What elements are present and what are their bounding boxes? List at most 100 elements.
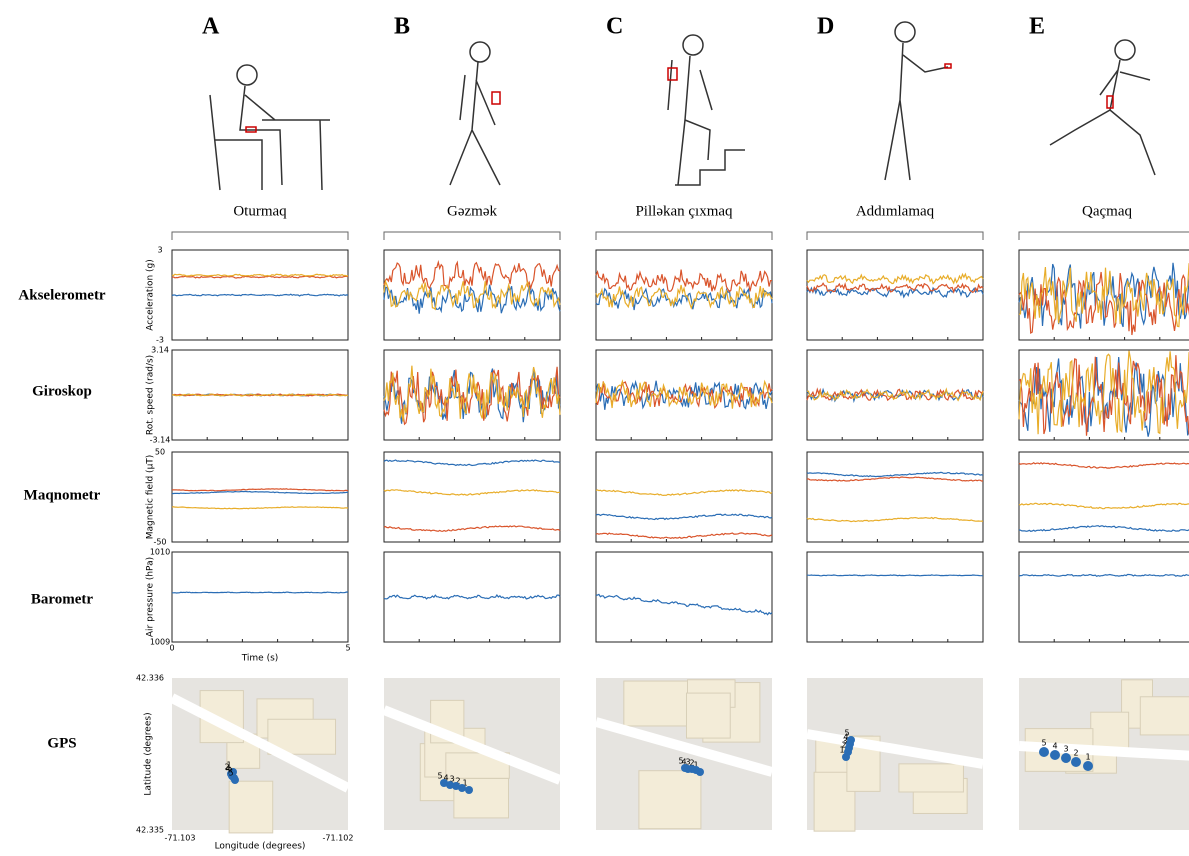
gps-point-label: 1: [693, 761, 698, 770]
row-label: Akselerometr: [18, 287, 106, 303]
signal-line: [806, 387, 984, 402]
signal-line: [595, 379, 773, 409]
gps-point: [465, 786, 473, 794]
map-building: [228, 780, 274, 834]
signal-line: [1018, 350, 1189, 435]
signal-line: [595, 489, 773, 497]
signal-line: [1018, 263, 1189, 328]
running-figure: [1049, 39, 1156, 176]
plot-frame: [171, 451, 349, 543]
signal-line: [171, 275, 349, 279]
x-axis-label: Longitude (degrees): [215, 842, 306, 852]
plot-frame: [1018, 451, 1189, 543]
gps-point: [452, 782, 460, 790]
gps-point-label: 3: [227, 767, 232, 776]
signal-line: [806, 282, 984, 294]
gps-point-label: 3: [685, 758, 690, 767]
x-tick-label: -71.103: [165, 834, 196, 843]
signal-line: [1018, 461, 1189, 469]
activity-name: Pilləkan çıxmaq: [635, 203, 733, 219]
y-axis-label: Rot. speed (rad/s): [146, 355, 156, 435]
gps-point-label: 4: [443, 774, 448, 783]
plot-frame: [595, 349, 773, 441]
activity-name: Addımlamaq: [856, 203, 935, 219]
row-label: Barometr: [31, 591, 94, 607]
gps-point-label: 4: [681, 758, 686, 767]
signal-line: [595, 593, 773, 616]
y-tick-label: 42.335: [136, 826, 164, 835]
signal-line: [172, 591, 349, 594]
plot-frame: [595, 451, 773, 543]
gps-point-label: 2: [841, 741, 846, 750]
y-tick-label: 1010: [150, 548, 170, 557]
gps-point: [681, 764, 689, 772]
column-letter: E: [1029, 14, 1045, 40]
bracket: [806, 231, 984, 240]
gps-point-label: 4: [843, 733, 848, 742]
row-label: Maqnometr: [24, 487, 101, 503]
gps-point-label: 5: [678, 757, 683, 766]
signal-line: [1018, 356, 1189, 437]
gps-point: [231, 776, 239, 784]
x-tick-label: -71.102: [323, 834, 354, 843]
gps-point: [1083, 761, 1093, 771]
signal-line: [1018, 502, 1189, 510]
sitting-figure: [209, 64, 330, 191]
row-label: GPS: [47, 735, 76, 751]
signal-line: [383, 259, 561, 291]
gps-point-label: 5: [844, 729, 849, 738]
signal-line: [171, 273, 349, 277]
map-road: [169, 693, 351, 793]
signal-line: [383, 279, 561, 311]
signal-line: [383, 366, 561, 426]
gps-point-label: 1: [1085, 753, 1090, 762]
signal-line: [595, 287, 773, 311]
stairs-figure: [667, 34, 745, 186]
y-tick-label: -50: [153, 538, 166, 547]
x-axis-label: Time (s): [241, 654, 279, 664]
signal-line: [595, 513, 773, 521]
map-road: [382, 705, 562, 785]
plot-frame: [383, 451, 561, 543]
signal-line: [807, 574, 983, 577]
map-building: [1139, 696, 1189, 736]
y-tick-label: 42.336: [136, 674, 164, 683]
map-road: [594, 717, 774, 777]
gps-point-label: 2: [224, 763, 229, 772]
gps-point: [1071, 757, 1081, 767]
column-letter: C: [606, 14, 623, 40]
gps-point: [1039, 747, 1049, 757]
gps-point-label: 2: [455, 777, 460, 786]
signal-line: [171, 506, 349, 510]
bracket: [171, 231, 349, 240]
signal-line: [1018, 355, 1189, 436]
gps-point-label: 5: [437, 772, 442, 781]
signal-line: [383, 525, 561, 532]
gps-point-label: 4: [1052, 742, 1057, 751]
gps-point-label: 3: [1063, 745, 1068, 754]
bracket: [1018, 231, 1189, 240]
map-road: [806, 729, 984, 769]
signal-line: [171, 393, 348, 397]
bracket: [595, 231, 773, 240]
signal-line: [1018, 573, 1189, 577]
plot-frame: [595, 551, 773, 643]
signal-line: [595, 269, 772, 293]
gps-point-label: 2: [1073, 749, 1078, 758]
gps-point: [440, 779, 448, 787]
map-building: [898, 763, 964, 793]
activity-name: Gəzmək: [447, 203, 497, 219]
y-tick-label: 3.14: [151, 346, 169, 355]
gps-point-label: 1: [462, 779, 467, 788]
walking-figure: [449, 41, 501, 186]
x-tick-label: 5: [345, 644, 350, 653]
y-tick-label: 3: [157, 246, 162, 255]
column-letter: A: [202, 14, 220, 40]
signal-line: [1018, 271, 1189, 336]
gps-point-label: 5: [228, 769, 233, 778]
signal-line: [171, 488, 349, 492]
map-building: [1090, 711, 1130, 749]
texting-figure: [884, 21, 952, 181]
signal-line: [595, 532, 773, 539]
